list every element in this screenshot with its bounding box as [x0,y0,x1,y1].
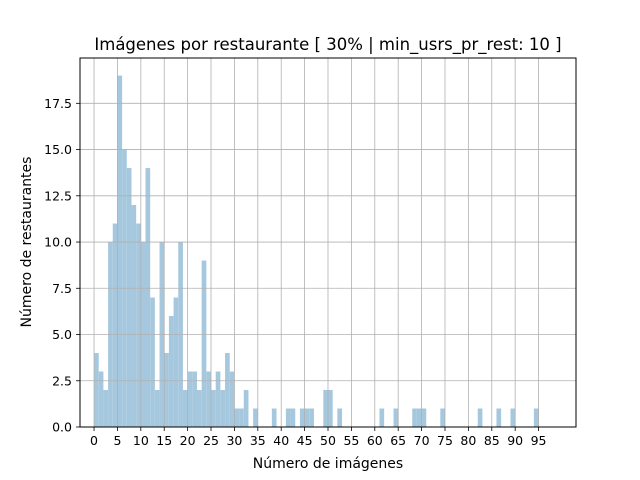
y-axis-label: Número de restaurantes [19,157,35,328]
histogram-bar [328,390,333,427]
histogram-bar [510,408,516,427]
x-tick-label: 5 [113,433,121,448]
histogram-bar [225,353,230,427]
histogram-bar [416,408,422,427]
histogram-bar [229,371,235,427]
histogram-bar [168,316,174,427]
x-tick-label: 55 [343,433,359,448]
x-tick-label: 60 [367,433,383,448]
x-tick-label: 0 [90,433,98,448]
histogram-bar [309,408,314,427]
histogram-bar [323,390,328,427]
x-tick-label: 85 [484,433,500,448]
histogram-bar [304,408,310,427]
histogram-bar [290,408,296,427]
x-tick-label: 30 [226,433,242,448]
histogram-bar [440,408,445,427]
histogram-bar [150,297,155,427]
histogram-bar [299,408,305,427]
histogram-bar [182,390,188,427]
x-tick-label: 80 [460,433,476,448]
y-tick-label: 12.5 [44,188,72,203]
x-tick-label: 90 [507,433,523,448]
histogram-bar [220,390,226,427]
histogram-bar [196,390,202,427]
x-tick-label: 95 [531,433,547,448]
histogram-bar [164,353,169,427]
x-tick-label: 70 [414,433,430,448]
histogram-bar [496,408,502,427]
histogram-bar [412,408,417,427]
x-tick-label: 45 [297,433,313,448]
histogram-bar [234,408,240,427]
histogram-bar [243,390,249,427]
histogram-bar [145,168,151,428]
y-tick-label: 7.5 [52,281,72,296]
histogram-bar [253,408,258,427]
x-tick-label: 75 [437,433,453,448]
y-axis: 0.0 2.5 5.0 7.5 10.0 12.5 15.0 17.5 [44,96,80,435]
histogram-bar [215,371,221,427]
y-tick-label: 10.0 [44,235,72,250]
histogram-bar [393,408,399,427]
histogram-bar [154,390,160,427]
histogram-bar [117,75,123,427]
histogram-bar [201,260,207,427]
y-tick-label: 15.0 [44,142,72,157]
x-tick-label: 40 [273,433,289,448]
histogram-bar [98,371,104,427]
y-tick-label: 17.5 [44,96,72,111]
histogram-bar [131,205,137,427]
x-tick-label: 15 [156,433,172,448]
histogram-bar [206,371,212,427]
histogram-bar [173,297,179,427]
y-tick-label: 5.0 [52,327,72,342]
histogram-bar [421,408,427,427]
y-tick-label: 2.5 [52,373,72,388]
histogram-bar [112,223,118,427]
histogram-bar [533,408,539,427]
histogram-bar [187,371,193,427]
y-tick-label: 0.0 [52,420,72,435]
x-axis-label: Número de imágenes [253,456,403,472]
histogram-bar [192,371,197,427]
x-tick-label: 20 [180,433,196,448]
histogram-bar [103,390,109,427]
histogram-bar [126,168,132,428]
histogram-bar [94,353,99,427]
histogram-bar [337,408,343,427]
histogram-bar [211,390,216,427]
histogram-bar [477,408,483,427]
x-axis: 0 5 10 15 20 25 30 35 40 45 50 55 60 65 70 75 80 85 90 95 [90,427,547,448]
x-tick-label: 10 [133,433,149,448]
x-tick-label: 25 [203,433,219,448]
histogram-bar [285,408,291,427]
histogram-bar [271,408,277,427]
x-tick-label: 35 [250,433,266,448]
histogram-bar [136,223,141,427]
chart-title: Imágenes por restaurante [ 30% | min_usr… [94,35,561,55]
x-tick-label: 65 [390,433,406,448]
x-tick-label: 50 [320,433,336,448]
histogram-bar [239,408,244,427]
histogram-bar [379,408,385,427]
